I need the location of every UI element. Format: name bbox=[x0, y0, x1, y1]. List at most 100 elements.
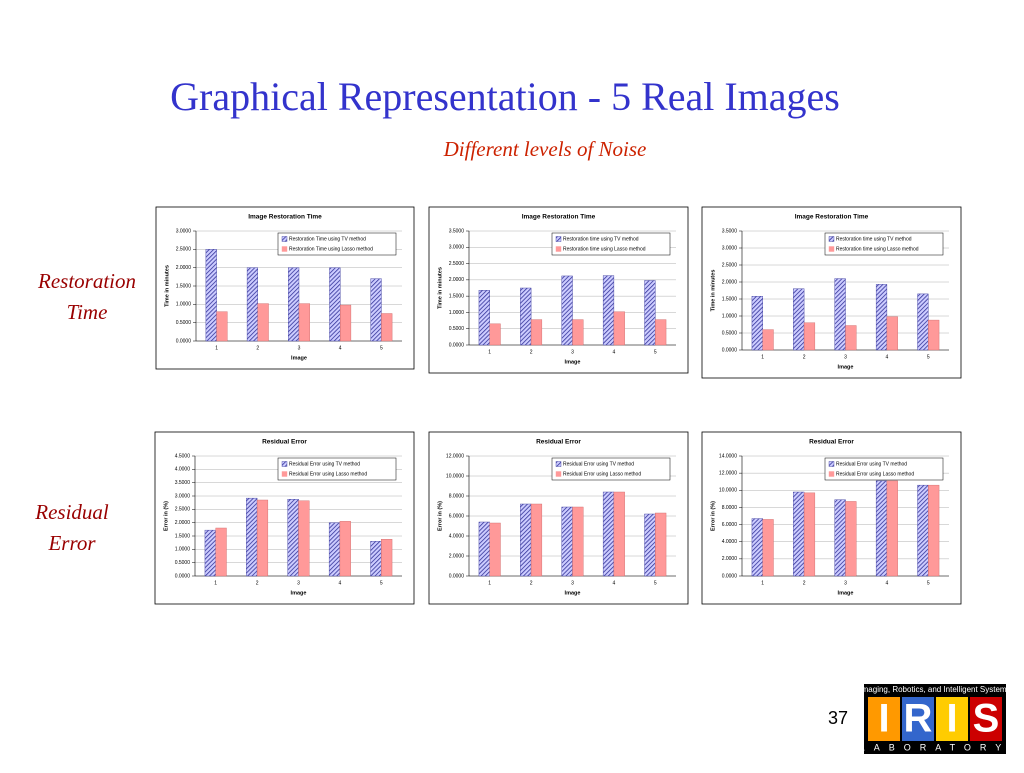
y-tick-label: 0.0000 bbox=[175, 573, 191, 579]
legend-label: Residual Error using Lasso method bbox=[289, 471, 367, 477]
y-tick-label: 8.0000 bbox=[449, 493, 465, 499]
x-tick-label: 5 bbox=[380, 580, 383, 586]
bar bbox=[340, 304, 352, 342]
slide-subtitle: Different levels of Noise bbox=[443, 137, 647, 161]
chart: Residual Error 0.0000 0.5000 1.0000 1.5000 2.… bbox=[154, 431, 415, 605]
chart-title: Residual Error bbox=[809, 439, 854, 446]
y-axis-label: Time in minutes bbox=[710, 270, 716, 312]
y-tick-label: 2.0000 bbox=[722, 556, 738, 562]
bar bbox=[215, 527, 227, 577]
x-tick-label: 2 bbox=[803, 580, 806, 586]
x-tick-label: 3 bbox=[571, 349, 574, 355]
legend-box bbox=[551, 457, 671, 481]
x-tick-label: 4 bbox=[339, 345, 342, 351]
legend-swatch bbox=[828, 471, 835, 477]
bar bbox=[216, 311, 228, 342]
y-tick-label: 2.5000 bbox=[176, 247, 192, 253]
chart: Residual Error 0.0000 2.0000 4.0000 6.0000 8.… bbox=[428, 431, 689, 605]
x-tick-label: 3 bbox=[298, 345, 301, 351]
legend-label: Restoration time using Lasso method bbox=[563, 246, 646, 252]
x-tick-label: 4 bbox=[339, 580, 342, 586]
bar bbox=[298, 303, 310, 342]
legend-swatch bbox=[281, 461, 288, 467]
x-tick-label: 2 bbox=[256, 345, 259, 351]
y-tick-label: 4.0000 bbox=[175, 467, 191, 473]
bar bbox=[655, 319, 667, 346]
bar bbox=[751, 296, 763, 351]
chart: Residual Error 0.0000 2.0000 4.0000 6.0000 8.… bbox=[701, 431, 962, 605]
bar bbox=[602, 491, 615, 577]
logo-letter: I bbox=[946, 697, 957, 741]
bar bbox=[204, 529, 216, 577]
legend-label: Restoration Time using Lasso method bbox=[289, 246, 373, 252]
bar bbox=[287, 499, 299, 577]
logo: Imaging, Robotics, and Intelligent Syste… bbox=[859, 684, 1011, 754]
x-tick-label: 2 bbox=[803, 354, 806, 360]
y-tick-label: 3.0000 bbox=[449, 245, 465, 251]
legend-label: Restoration time using TV method bbox=[563, 236, 639, 242]
bar bbox=[520, 287, 532, 346]
legend: Restoration time using TV method Restorat… bbox=[551, 232, 671, 256]
bar bbox=[381, 539, 393, 577]
x-tick-label: 2 bbox=[256, 580, 259, 586]
y-tick-label: 2.0000 bbox=[449, 277, 465, 283]
legend-swatch bbox=[281, 246, 288, 252]
chart-title: Residual Error bbox=[536, 439, 581, 446]
x-tick-label: 1 bbox=[761, 354, 764, 360]
bar bbox=[370, 278, 382, 342]
y-tick-label: 2.0000 bbox=[176, 265, 192, 271]
bar bbox=[917, 293, 929, 351]
bar bbox=[339, 521, 351, 577]
bar bbox=[572, 506, 584, 577]
x-tick-label: 5 bbox=[654, 349, 657, 355]
logo-box bbox=[902, 697, 934, 741]
logo-tagline: Imaging, Robotics, and Intelligent Syste… bbox=[859, 685, 1010, 694]
bar bbox=[762, 519, 774, 577]
legend-swatch bbox=[555, 236, 562, 242]
x-tick-label: 1 bbox=[761, 580, 764, 586]
chart-title: Image Restoration Time bbox=[522, 214, 596, 221]
y-tick-label: 1.0000 bbox=[175, 547, 191, 553]
y-tick-label: 1.0000 bbox=[449, 310, 465, 316]
row-label: Residual bbox=[34, 500, 109, 524]
x-tick-label: 1 bbox=[215, 345, 218, 351]
bar bbox=[489, 323, 501, 346]
x-axis-label: Image bbox=[838, 364, 854, 370]
x-tick-label: 5 bbox=[654, 580, 657, 586]
bar bbox=[478, 290, 490, 346]
x-axis-label: Image bbox=[565, 359, 581, 365]
legend-box bbox=[824, 232, 944, 256]
bar bbox=[917, 484, 929, 577]
bar bbox=[246, 497, 258, 577]
legend-box bbox=[277, 457, 397, 481]
x-tick-label: 4 bbox=[886, 354, 889, 360]
bar bbox=[886, 316, 898, 351]
x-tick-label: 3 bbox=[844, 354, 847, 360]
y-tick-label: 3.5000 bbox=[175, 480, 191, 486]
x-tick-label: 2 bbox=[530, 349, 533, 355]
bar bbox=[329, 267, 341, 342]
y-tick-label: 3.5000 bbox=[722, 228, 738, 234]
y-tick-label: 10.0000 bbox=[446, 473, 464, 479]
legend-label: Residual Error using TV method bbox=[836, 461, 907, 467]
logo-box bbox=[970, 697, 1002, 741]
bar bbox=[561, 506, 573, 577]
legend-swatch bbox=[555, 471, 562, 477]
x-axis-label: Image bbox=[838, 590, 854, 596]
legend: Residual Error using TV method Residual E… bbox=[551, 457, 671, 481]
chart-title: Image Restoration Time bbox=[248, 214, 322, 221]
y-tick-label: 0.5000 bbox=[722, 330, 738, 336]
y-tick-label: 3.0000 bbox=[175, 493, 191, 499]
x-axis-label: Image bbox=[291, 355, 307, 361]
slide-title: Graphical Representation - 5 Real Images bbox=[170, 74, 840, 119]
bar bbox=[520, 503, 532, 577]
legend: Restoration Time using TV method Restorat… bbox=[277, 232, 397, 256]
logo-box bbox=[936, 697, 968, 741]
bar bbox=[644, 513, 656, 577]
bar bbox=[530, 319, 543, 346]
y-tick-label: 0.5000 bbox=[176, 320, 192, 326]
y-tick-label: 3.0000 bbox=[176, 228, 192, 234]
legend-label: Restoration time using TV method bbox=[836, 236, 912, 242]
chart: Image Restoration Time 0.0000 0.5000 1.0000… bbox=[701, 206, 962, 379]
